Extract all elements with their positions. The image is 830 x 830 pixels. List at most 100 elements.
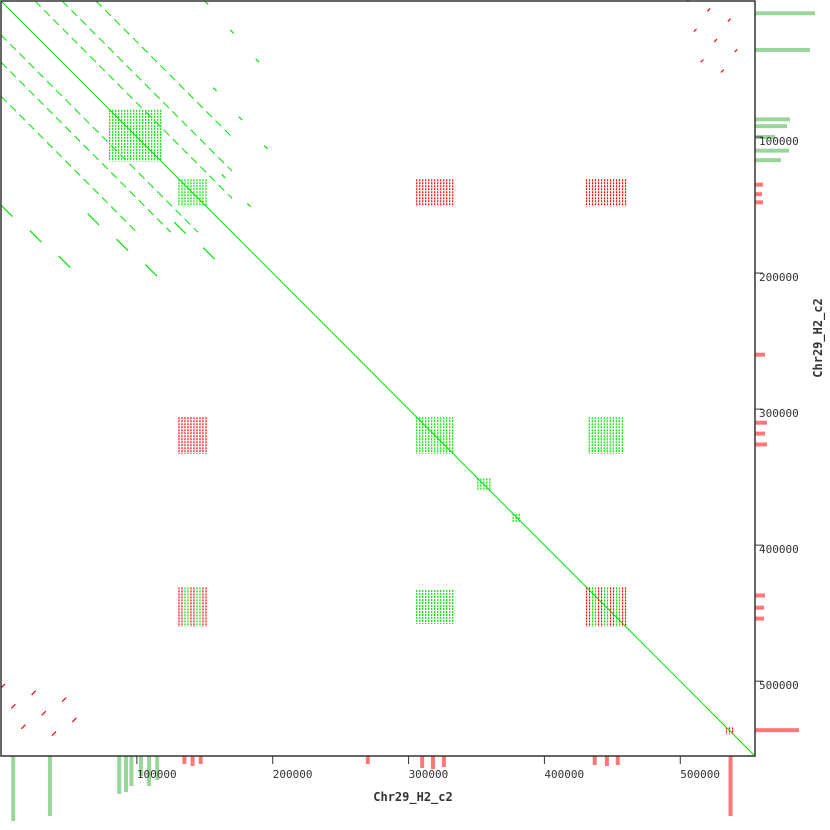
coverage-bar-y [755,135,775,140]
alignment-block [588,417,623,454]
repeat-segment [51,731,57,737]
repeat-segment [31,690,37,696]
repeat-segment [212,87,218,92]
alignment-block [477,478,491,491]
x-tick-label: 500000 [680,768,720,781]
repeat-segment [221,174,226,179]
x-tick-label: 200000 [273,768,313,781]
alignment-block [585,587,627,627]
repeat-segment [700,59,704,63]
alignment-block [416,590,454,625]
coverage-bar-x [123,756,128,792]
repeat-segment [202,247,216,260]
coverage-bar-x [592,756,597,765]
coverage-bar-x [129,756,134,786]
alignment-block [178,587,207,627]
y-axis-label: Chr29_H2_c2 [811,298,826,377]
coverage-bar-x [420,756,425,768]
coverage-bar-x [182,756,187,764]
repeat-segment [734,48,738,53]
repeat-segment [116,238,129,252]
coverage-bar-x [441,756,446,767]
alignment-block [416,179,454,207]
coverage-bar-y [755,158,781,163]
repeat-segment [173,221,187,235]
repeat-alignments [0,683,77,737]
coverage-bar-x [431,756,436,769]
repeat-segment [713,38,718,43]
repeat-segment [255,58,260,63]
coverage-bar-y [755,593,765,598]
repeat-alignments [0,0,233,233]
repeat-segment [20,724,26,730]
repeat-segment [0,34,199,233]
coverage-bar-x [604,756,609,766]
alignment-block [585,179,627,207]
coverage-bar-x [365,756,370,764]
coverage-bar-y [755,47,810,52]
alignment-block [109,109,162,162]
repeat-segment [246,202,252,208]
repeat-segment [95,0,233,138]
repeat-alignments [204,0,269,208]
alignment-block [512,513,520,523]
repeat-segment [263,145,269,150]
coverage-bar-y [755,728,799,733]
coverage-bar-y [755,11,815,16]
coverage-bar-x [190,756,195,766]
repeat-segment [238,116,243,121]
coverage-bar-y [755,200,763,205]
coverage-bar-y [755,605,764,610]
coverage-bar-x [117,756,122,794]
coverage-bar-y [755,148,789,153]
coverage-bar-x [11,756,16,821]
repeat-segment [29,230,42,243]
repeat-segment [10,703,16,709]
coverage-bar-x [615,756,620,765]
x-tick-label: 300000 [409,768,449,781]
coverage-bar-y [755,352,765,357]
plot-frame [0,0,756,757]
y-tick-label: 500000 [759,679,799,692]
coverage-bar-x [728,756,733,816]
repeat-segment [61,0,233,172]
coverage-bar-x [155,756,160,780]
coverage-bar-y [755,117,790,122]
coverage-bar-y [755,616,764,621]
repeat-segment [0,204,13,218]
x-tick-label: 100000 [137,768,177,781]
coverage-bar-y [755,442,767,447]
repeat-segment [71,717,77,723]
repeat-segment [0,61,172,233]
coverage-bar-y [755,420,767,425]
repeat-segment [61,697,67,703]
repeat-segment [720,69,725,73]
repeat-segment [229,29,235,34]
y-tick-label: 300000 [759,407,799,420]
alignment-block [178,179,207,207]
coverage-bar-x [147,756,152,786]
repeat-segment [87,213,100,226]
axis-ticks: 100000 200000 300000 400000 500000 100000 2000… [136,135,799,781]
plot-marks [0,0,815,821]
coverage-bar-y [755,431,765,436]
x-tick-label: 400000 [544,768,584,781]
main-diagonal [0,0,756,757]
repeat-alignments [0,204,216,277]
alignment-block [178,417,207,454]
coverage-bar-y [755,192,762,197]
coverage-bar-y [755,182,763,187]
y-tick-label: 100000 [759,135,799,148]
x-axis-label: Chr29_H2_c2 [373,790,452,805]
repeat-segment [693,28,698,33]
y-tick-label: 200000 [759,271,799,284]
repeat-segment [41,710,47,716]
alignment-block [416,417,454,454]
coverage-bar-y [755,124,787,129]
repeat-segment [0,95,138,233]
repeat-segment [707,8,711,12]
y-tick-label: 400000 [759,543,799,556]
coverage-bar-x [47,756,52,816]
coverage-bar-x [198,756,203,764]
